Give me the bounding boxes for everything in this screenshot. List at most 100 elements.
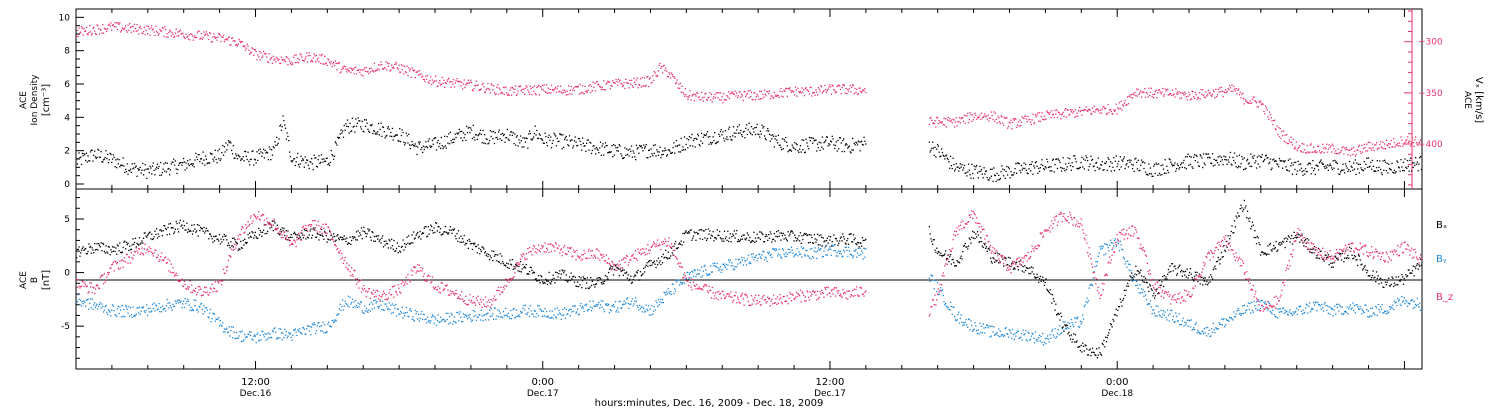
density-point xyxy=(1066,166,1068,168)
velocity-point xyxy=(309,54,311,57)
density-point xyxy=(661,154,663,156)
b-bx-point xyxy=(484,252,486,254)
density-point xyxy=(692,139,695,142)
b-bx-point xyxy=(132,238,134,240)
b-bx-point xyxy=(164,227,167,230)
b-bx-point xyxy=(721,240,723,242)
density-point xyxy=(954,170,956,172)
density-point xyxy=(777,134,780,136)
velocity-point xyxy=(175,28,177,30)
b-bx-point xyxy=(1096,357,1099,359)
density-point xyxy=(1004,177,1006,180)
b-bx-point xyxy=(969,238,971,241)
b-bx-point xyxy=(139,243,141,245)
density-point xyxy=(585,150,587,152)
b-bx-point xyxy=(247,233,249,236)
b-bx-point xyxy=(1230,230,1232,233)
density-point xyxy=(390,131,392,134)
b-bx-point xyxy=(1037,276,1039,278)
b-bx-point xyxy=(173,231,176,233)
density-point xyxy=(1286,169,1288,171)
b-bx-point xyxy=(524,266,526,268)
velocity-point xyxy=(568,93,571,95)
b-bx-point xyxy=(1399,280,1401,282)
velocity-point xyxy=(213,36,216,38)
density-point xyxy=(1289,158,1291,160)
density-point xyxy=(491,131,493,133)
density-point xyxy=(669,150,671,152)
velocity-point xyxy=(540,86,542,88)
density-point xyxy=(312,168,314,171)
velocity-point xyxy=(608,81,610,83)
velocity-point xyxy=(574,86,576,88)
b-bx-point xyxy=(240,240,242,243)
velocity-point xyxy=(204,34,206,37)
b-bx-point xyxy=(1348,246,1351,248)
velocity-point xyxy=(340,71,342,73)
b-bx-point xyxy=(751,240,753,242)
velocity-point xyxy=(293,56,295,58)
b-bx-point xyxy=(841,240,843,242)
b-bx-point xyxy=(1042,280,1045,282)
b-bx-point xyxy=(416,233,418,235)
velocity-point xyxy=(1094,111,1096,113)
b-bx-point xyxy=(121,251,123,253)
density-point xyxy=(689,145,691,147)
b-bx-point xyxy=(750,241,752,243)
density-point xyxy=(1249,165,1251,167)
velocity-point xyxy=(581,91,583,94)
b-bx-point xyxy=(145,235,147,237)
b-bx-point xyxy=(1278,242,1281,244)
b-bx-point xyxy=(84,248,86,250)
density-point xyxy=(90,149,92,151)
velocity-point xyxy=(668,71,670,74)
b-by-point xyxy=(88,308,90,310)
density-point xyxy=(1314,173,1316,176)
density-point xyxy=(1251,165,1253,168)
density-point xyxy=(1171,165,1174,167)
velocity-point xyxy=(1149,94,1151,97)
density-point xyxy=(1151,175,1153,177)
density-point xyxy=(507,138,509,140)
density-point xyxy=(410,144,412,146)
b-bx-point xyxy=(399,251,402,253)
density-point xyxy=(249,164,251,166)
velocity-point xyxy=(1397,145,1400,147)
b-bx-point xyxy=(1380,282,1383,284)
b-bx-point xyxy=(676,247,678,250)
velocity-point xyxy=(1159,91,1161,93)
b-bx-point xyxy=(1403,277,1405,280)
b-bx-point xyxy=(976,231,979,233)
velocity-point xyxy=(697,96,700,99)
velocity-point xyxy=(1291,144,1294,146)
density-point xyxy=(486,138,488,141)
velocity-point xyxy=(1344,149,1347,151)
density-point xyxy=(704,134,706,137)
velocity-point xyxy=(1266,109,1268,111)
density-point xyxy=(142,174,145,176)
b-bx-point xyxy=(1165,276,1167,278)
velocity-point xyxy=(145,29,147,32)
b-bx-point xyxy=(550,283,552,285)
density-point xyxy=(109,152,111,154)
b-bx-point xyxy=(616,266,618,269)
b-bx-point xyxy=(1131,277,1134,279)
velocity-point xyxy=(240,42,242,44)
density-point xyxy=(1159,174,1161,176)
velocity-point xyxy=(1399,145,1401,147)
density-point xyxy=(382,126,384,128)
density-point xyxy=(1082,166,1084,168)
b-bx-point xyxy=(669,257,671,259)
b-bx-point xyxy=(156,237,159,239)
velocity-point xyxy=(311,61,314,63)
density-point xyxy=(1118,160,1120,163)
b-bx-point xyxy=(374,240,376,242)
b-bx-point xyxy=(382,246,385,248)
b-bx-point xyxy=(1244,207,1246,209)
velocity-point xyxy=(280,62,282,64)
velocity-point xyxy=(260,52,262,54)
velocity-point xyxy=(1412,141,1414,144)
velocity-point xyxy=(652,79,655,81)
density-point xyxy=(84,154,86,156)
b-bx-point xyxy=(806,234,808,237)
